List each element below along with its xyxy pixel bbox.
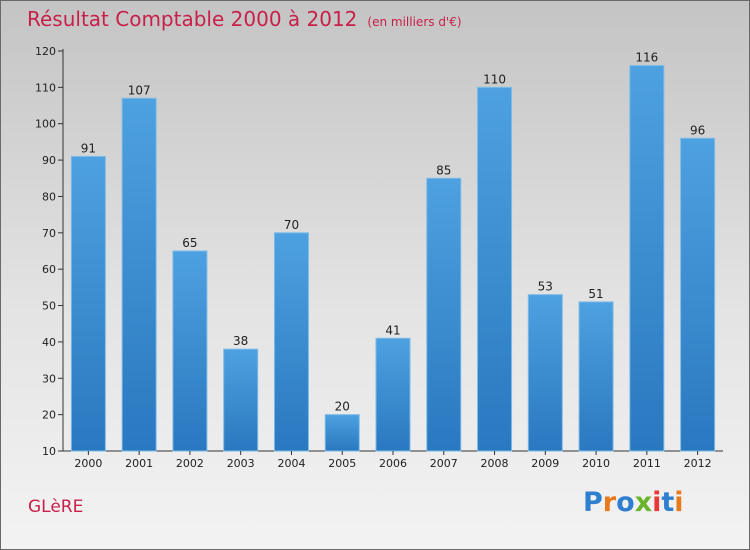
bar [121, 97, 157, 452]
x-tick-label: 2000 [74, 457, 102, 470]
bar-value-label: 65 [182, 236, 197, 250]
y-tick-label: 60 [42, 263, 56, 276]
y-tick-label: 100 [35, 118, 56, 131]
logo-letter: r [602, 487, 617, 518]
bar-value-label: 38 [233, 334, 248, 348]
bar [578, 301, 614, 452]
bar-value-label: 41 [385, 323, 400, 337]
y-tick-label: 90 [42, 154, 56, 167]
x-tick-label: 2002 [176, 457, 204, 470]
chart-subtitle: (en milliers d'€) [367, 15, 462, 29]
logo-letter: P [583, 487, 603, 518]
y-tick-label: 110 [35, 81, 56, 94]
bar-value-label: 51 [588, 287, 603, 301]
bar-value-label: 107 [128, 83, 151, 97]
y-tick-label: 30 [42, 372, 56, 385]
bar-value-label: 70 [284, 218, 299, 232]
bar-value-label: 96 [690, 123, 705, 137]
proxiti-logo: Proxiti [583, 487, 684, 518]
bar-chart: 10 20 30 40 50 60 70 80 90 100 110 120 91 2000 107 2001… [35, 45, 723, 470]
y-tick-label: 10 [42, 445, 56, 458]
bar [375, 337, 411, 452]
bar [70, 155, 106, 452]
y-tick-label: 80 [42, 190, 56, 203]
x-tick-label: 2010 [582, 457, 610, 470]
chart-title: Résultat Comptable 2000 à 2012 [27, 7, 358, 31]
bar-value-label: 91 [81, 141, 96, 155]
commune-name: GLèRE [28, 497, 84, 517]
y-tick-label: 20 [42, 409, 56, 422]
x-tick-label: 2012 [684, 457, 712, 470]
bar-value-label: 20 [335, 400, 350, 414]
y-tick-label: 50 [42, 300, 56, 313]
logo-letter: x [634, 487, 653, 518]
logo-letter: o [616, 487, 635, 518]
bar-value-label: 85 [436, 163, 451, 177]
bar-value-label: 110 [483, 72, 506, 86]
x-tick-label: 2003 [227, 457, 255, 470]
x-tick-label: 2001 [125, 457, 153, 470]
y-tick-label: 120 [35, 45, 56, 58]
x-tick-label: 2008 [481, 457, 509, 470]
logo-letter: t [661, 487, 675, 518]
bar [527, 294, 563, 452]
y-tick-label: 40 [42, 336, 56, 349]
x-tick-label: 2005 [328, 457, 356, 470]
bar [629, 65, 665, 452]
x-tick-label: 2004 [277, 457, 305, 470]
bar [477, 86, 513, 452]
x-tick-label: 2007 [430, 457, 458, 470]
x-tick-label: 2006 [379, 457, 407, 470]
bar-value-label: 53 [538, 280, 553, 294]
y-tick-label: 70 [42, 227, 56, 240]
bar [273, 232, 309, 452]
logo-letter: i [674, 487, 684, 518]
bar [324, 414, 360, 452]
logo-letter: i [652, 487, 662, 518]
bar [172, 250, 208, 452]
bar [426, 177, 462, 452]
x-tick-label: 2011 [633, 457, 661, 470]
chart-title-line: Résultat Comptable 2000 à 2012 (en millie… [27, 7, 462, 31]
x-tick-label: 2009 [531, 457, 559, 470]
bar-value-label: 116 [635, 51, 658, 65]
bar [680, 137, 716, 452]
bar [223, 348, 259, 452]
